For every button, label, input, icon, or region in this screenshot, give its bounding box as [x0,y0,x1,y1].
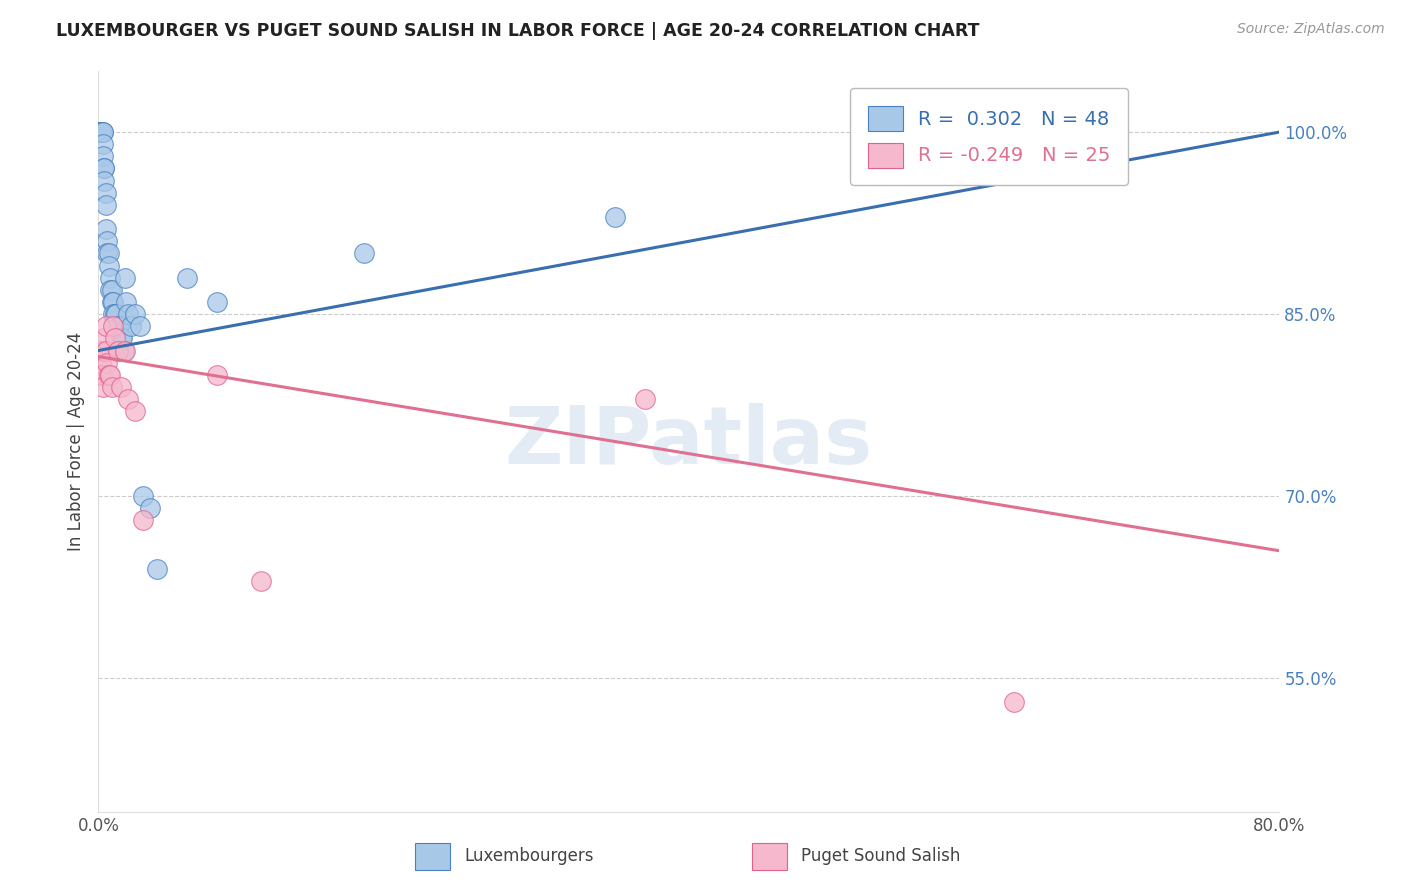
Point [93,331,115,345]
Point [91,125,114,139]
Point [120,319,142,334]
Point [250,574,273,588]
Point [90,125,112,139]
Point [91,125,114,139]
Point [107,343,129,358]
Point [132,489,155,503]
Point [90,356,112,370]
Point [89,125,111,139]
Point [98,270,121,285]
Point [94,343,117,358]
Point [98,283,121,297]
Text: Luxembourgers: Luxembourgers [464,847,593,865]
Point [94,222,117,236]
Point [103,319,125,334]
Point [100,295,122,310]
Point [114,343,136,358]
Legend: R =  0.302   N = 48, R = -0.249   N = 25: R = 0.302 N = 48, R = -0.249 N = 25 [851,88,1128,186]
Point [94,319,117,334]
Point [89,343,111,358]
Point [91,380,114,394]
Point [94,186,117,200]
Point [90,125,112,139]
Text: Puget Sound Salish: Puget Sound Salish [801,847,960,865]
Point [104,331,127,345]
Point [110,380,132,394]
Point [90,368,112,382]
Point [103,307,125,321]
Point [115,295,138,310]
Point [139,501,162,516]
Point [89,125,111,139]
Point [93,343,115,358]
Point [146,562,169,576]
Point [117,307,139,321]
Point [97,246,120,260]
Point [128,319,150,334]
Point [111,331,134,345]
Point [605,210,627,224]
Point [91,137,114,152]
Point [114,270,136,285]
Text: ZIPatlas: ZIPatlas [505,402,873,481]
Point [98,368,121,382]
Point [132,513,155,527]
Point [91,368,114,382]
Point [93,161,115,176]
Point [90,125,112,139]
Point [205,368,228,382]
Point [110,331,132,345]
Y-axis label: In Labor Force | Age 20-24: In Labor Force | Age 20-24 [66,332,84,551]
Point [353,246,375,260]
Point [94,198,117,212]
Point [205,295,228,310]
Point [108,319,131,334]
Text: Source: ZipAtlas.com: Source: ZipAtlas.com [1237,22,1385,37]
Point [97,259,120,273]
Point [90,125,112,139]
Point [103,295,125,310]
Point [89,125,111,139]
Point [93,161,115,176]
Point [1002,696,1025,710]
Point [105,307,128,321]
Point [107,319,129,334]
Point [112,343,135,358]
Point [100,283,122,297]
Point [634,392,657,406]
Point [1002,125,1025,139]
Text: LUXEMBOURGER VS PUGET SOUND SALISH IN LABOR FORCE | AGE 20-24 CORRELATION CHART: LUXEMBOURGER VS PUGET SOUND SALISH IN LA… [56,22,980,40]
Point [124,307,146,321]
Point [100,380,122,394]
Point [93,173,115,187]
Point [91,149,114,163]
Point [96,356,118,370]
Point [124,404,146,418]
Point [117,392,139,406]
Point [176,270,198,285]
Point [97,368,120,382]
Point [96,234,118,248]
Point [104,307,127,321]
Point [96,246,118,260]
